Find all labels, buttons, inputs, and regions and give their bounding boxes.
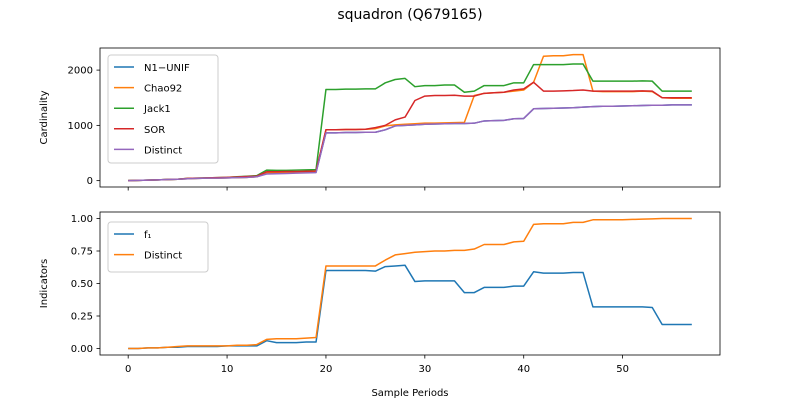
figure-title: squadron (Q679165): [337, 7, 482, 23]
x-tick-label: 40: [517, 364, 530, 375]
bottom-panel: 0 10 20 30 40 50 0.00 0.25 0.50 0.75 1.00 Indicator…: [39, 211, 721, 399]
legend-label-1: Chao92: [144, 84, 182, 95]
legend: N1−UNIF Chao92 Jack1 SOR Distinct: [107, 54, 219, 164]
y-tick-label: 0.50: [71, 279, 93, 290]
series-line-1-1: [128, 217, 692, 350]
legend-label-3: SOR: [144, 125, 165, 136]
axes-frame: [99, 47, 721, 188]
y-tick-label: 0.25: [71, 312, 93, 323]
legend: f₁ Distinct: [107, 221, 209, 273]
x-axis-label: Sample Periods: [371, 388, 448, 399]
top-panel: 0 1000 2000 Cardinality N1−UNIF Chao92 Jack1 SO…: [39, 47, 721, 191]
y-tick-label: 0.75: [71, 247, 93, 258]
y-tick-label: 1.00: [71, 214, 93, 225]
legend-label-1: Distinct: [144, 251, 182, 262]
y-tick-label: 0.00: [71, 344, 93, 355]
y-tick-label: 1000: [68, 121, 93, 132]
legend-label-4: Distinct: [144, 145, 182, 156]
y-axis-label: Indicators: [39, 259, 50, 308]
legend-box: [107, 221, 209, 273]
legend-box: [107, 54, 219, 164]
series-line-0-4: [128, 104, 692, 182]
legend-label-0: N1−UNIF: [144, 63, 190, 74]
x-tick-label: 10: [221, 364, 234, 375]
x-tick-label: 50: [616, 364, 629, 375]
legend-label-0: f₁: [144, 230, 152, 241]
y-axis-label: Cardinality: [39, 90, 50, 144]
x-tick-label: 30: [418, 364, 431, 375]
x-tick-label: 0: [125, 364, 131, 375]
x-tick-label: 20: [320, 364, 333, 375]
legend-label-2: Jack1: [143, 104, 171, 115]
y-tick-label: 2000: [68, 66, 93, 77]
y-tick-label: 0: [87, 176, 93, 187]
